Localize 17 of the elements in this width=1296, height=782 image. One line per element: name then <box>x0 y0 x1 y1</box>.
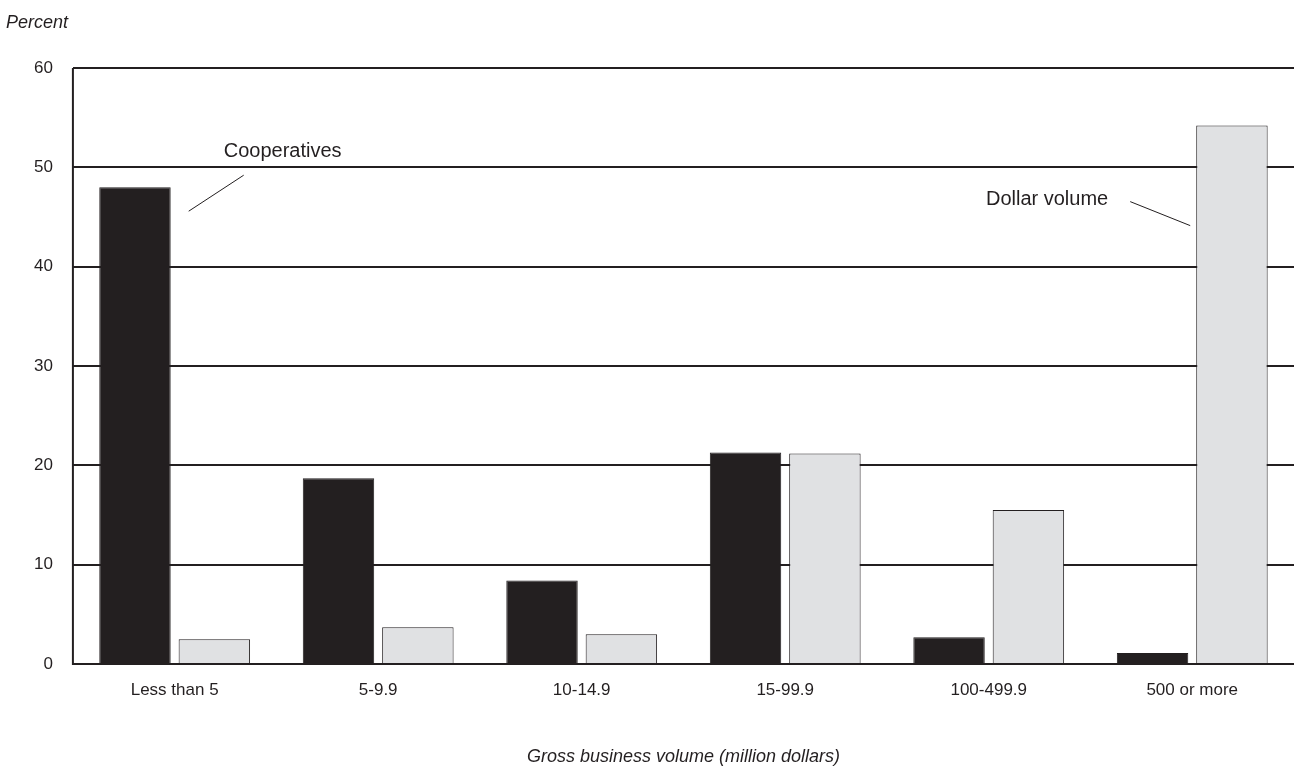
text: Cooperatives <box>223 138 342 161</box>
y-tick-label: 0 <box>43 653 53 673</box>
text: Dollar volume <box>985 187 1109 210</box>
x-tick-label: 15-99.9 <box>756 679 815 699</box>
y-tick-label: 50 <box>33 157 53 177</box>
x-tick-label: 10-14.9 <box>552 679 611 699</box>
y-tick-label: 20 <box>33 455 53 475</box>
x-tick-label: 100-499.9 <box>950 679 1028 699</box>
y-tick-label: 30 <box>33 355 53 375</box>
x-tick-label: 500 or more <box>1146 679 1239 699</box>
y-tick-label: 40 <box>33 256 53 276</box>
x-tick-label: 5-9.9 <box>358 679 398 699</box>
x-tick-label: Less than 5 <box>130 679 219 699</box>
y-axis-title: Percent <box>6 12 70 32</box>
x-axis-title: Gross business volume (million dollars) <box>526 746 841 767</box>
y-tick-label: 10 <box>33 554 53 574</box>
y-tick-label: 60 <box>33 57 53 77</box>
